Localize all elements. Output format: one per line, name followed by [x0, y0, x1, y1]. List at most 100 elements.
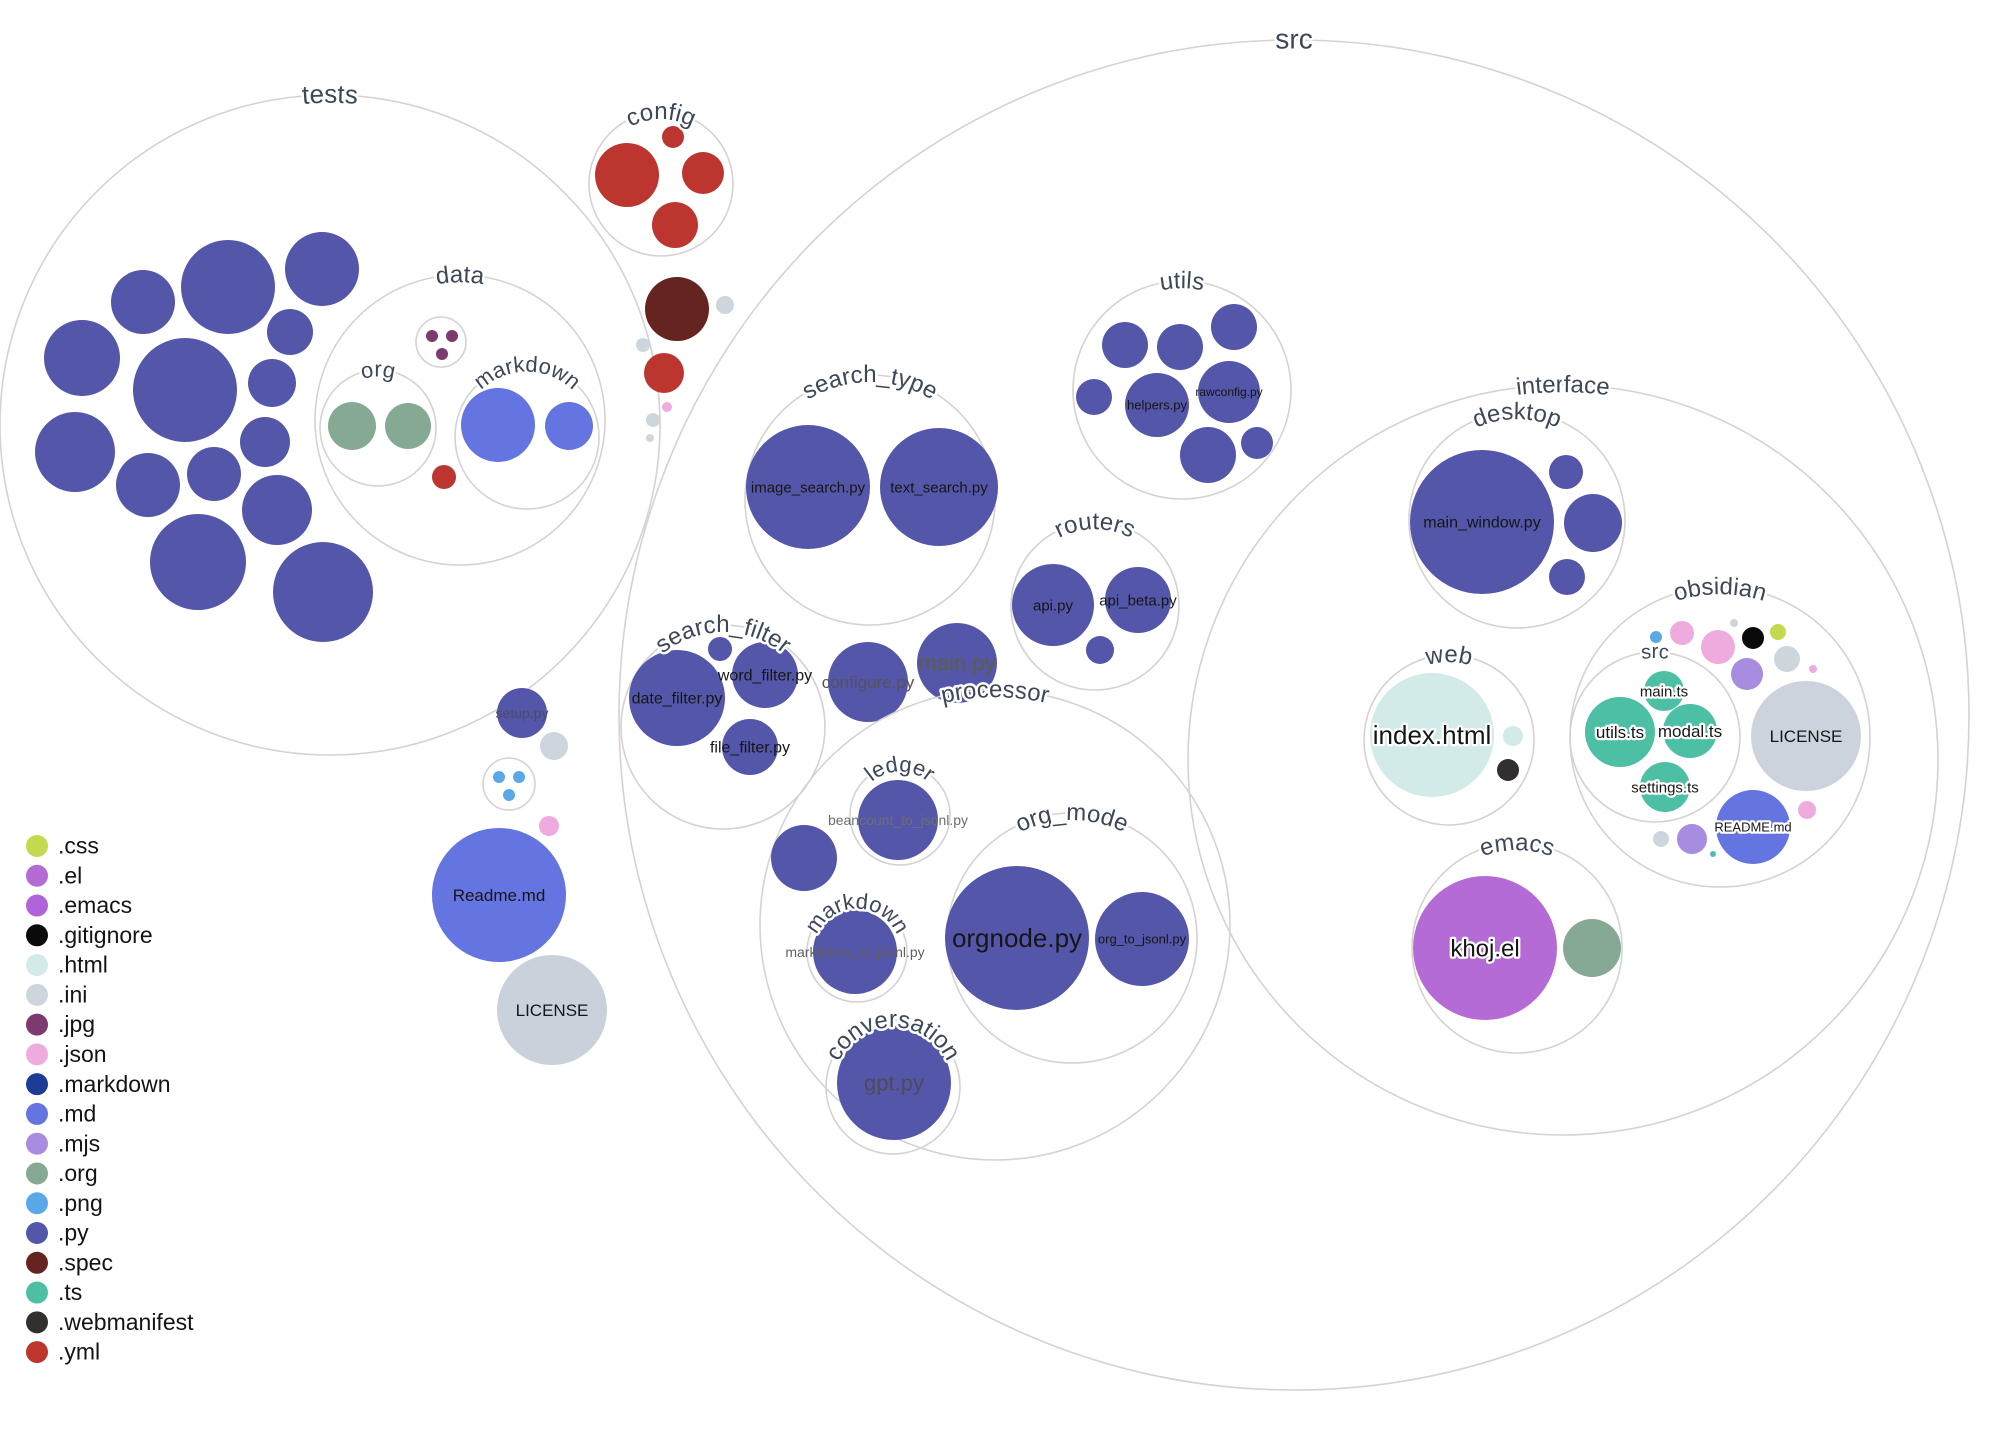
- file-json-file: [1670, 621, 1694, 645]
- file-utils.ts: utils.ts: [1585, 697, 1655, 767]
- file-yml-file: [595, 143, 659, 207]
- file-README.md: README.md: [1712, 790, 1794, 864]
- file-circle-py-file: [35, 412, 115, 492]
- file-circle-word_filter.py: [732, 642, 798, 708]
- file-label-word_filter.py: word_filter.py: [717, 668, 812, 685]
- file-ini-file: [1653, 831, 1669, 847]
- legend-dot-gitignore: [26, 924, 48, 947]
- file-py-file: [248, 359, 296, 407]
- file-webmanifest-file: [1497, 759, 1519, 781]
- folder-org: org: [319, 354, 437, 487]
- folder-search_filter: date_filter.py word_filter.py file_filter.…: [620, 609, 826, 830]
- folder-routers: api.py api_beta.py routers: [1010, 506, 1180, 691]
- folder-png-folder: [482, 757, 536, 811]
- folder-src: main.ts utils.ts modal.ts settings.ts src: [1569, 638, 1741, 823]
- legend-dot-spec: [26, 1251, 48, 1274]
- file-circle-gitignore-file: [1742, 627, 1764, 649]
- file-py-file: [1241, 427, 1273, 459]
- file-json-file: [662, 402, 672, 412]
- file-circle-orgnode.py: [945, 866, 1089, 1010]
- file-ini-file: [540, 732, 568, 760]
- file-main.py: main.py: [917, 623, 997, 703]
- file-mjs-file: [1677, 824, 1707, 854]
- file-circle-json-file: [1670, 621, 1694, 645]
- legend-dot-emacs: [26, 894, 48, 917]
- extension-legend: .css .el .emacs .gitignore .html .ini .jpg .jso…: [26, 833, 194, 1365]
- file-jpg-file: [426, 330, 438, 342]
- file-spec-file: [645, 277, 709, 341]
- file-ini-file: [636, 338, 650, 352]
- legend-label-py: .py: [58, 1220, 89, 1246]
- legend-item-gitignore: .gitignore: [26, 922, 153, 948]
- folder-circle-emacs: [1411, 842, 1623, 1054]
- legend-dot-css: [26, 835, 48, 857]
- legend-dot-jpg: [26, 1013, 48, 1036]
- folder-circle-desktop: [1408, 411, 1626, 629]
- file-circle-ini-file: [716, 296, 734, 314]
- folder-circle-data: [314, 274, 606, 566]
- file-label-image_search.py: image_search.py: [751, 479, 866, 496]
- file-circle-py-file: [1211, 304, 1257, 350]
- folder-circle-jpg-folder: [415, 316, 467, 368]
- file-circle-org-file: [328, 402, 376, 450]
- file-setup.py: setup.py: [496, 688, 548, 738]
- legend-label-el: .el: [58, 862, 82, 888]
- file-yml-file: [652, 202, 698, 248]
- legend-item-ts: .ts: [26, 1279, 82, 1305]
- legend-dot-markdown: [26, 1073, 48, 1096]
- legend-dot-org: [26, 1162, 48, 1185]
- folder-label-data: data: [434, 261, 486, 290]
- file-py-file: [273, 542, 373, 642]
- folder-label-web: web: [1423, 641, 1475, 671]
- file-circle-py-file: [1549, 559, 1585, 595]
- folder-label-search_type: search_type: [798, 361, 943, 405]
- file-json-file: [539, 816, 559, 836]
- folder-circle-tests: [0, 94, 661, 756]
- legend-item-mjs: .mjs: [26, 1130, 100, 1156]
- folder-label-emacs: emacs: [1476, 829, 1557, 862]
- file-index.html: index.html: [1370, 673, 1494, 797]
- legend-item-json: .json: [26, 1041, 107, 1067]
- file-org-file: [328, 402, 376, 450]
- file-label-date_filter.py: date_filter.py: [632, 691, 723, 708]
- file-circle-yml-file: [595, 143, 659, 207]
- legend-item-ini: .ini: [26, 981, 87, 1007]
- legend-label-mjs: .mjs: [58, 1130, 100, 1156]
- file-html-file: [1503, 726, 1523, 746]
- legend-label-ts: .ts: [58, 1279, 82, 1305]
- folder-circle-web: [1363, 654, 1535, 826]
- file-circle-ini-file: [636, 338, 650, 352]
- file-circle-py-file: [708, 637, 732, 661]
- file-label-Readme.md: Readme.md: [453, 886, 546, 905]
- file-circle-ini-file: [1730, 619, 1738, 627]
- file-circle-mjs-file: [1731, 658, 1763, 690]
- legend-item-html: .html: [26, 952, 108, 978]
- legend-item-css: .css: [26, 833, 99, 859]
- folder-label-org: org: [358, 357, 397, 384]
- file-circle-beancount_to_jsonl.py: [858, 780, 938, 860]
- file-label-index.html: index.html: [1373, 720, 1492, 750]
- file-circle-png-file: [513, 771, 525, 783]
- file-circle-py-file: [1180, 427, 1236, 483]
- file-circle-md-file: [545, 402, 593, 450]
- file-circle-api_beta.py: [1105, 567, 1171, 633]
- file-main_window.py: main_window.py: [1410, 450, 1554, 594]
- file-image_search.py: image_search.py: [746, 425, 870, 549]
- legend-item-markdown: .markdown: [26, 1071, 170, 1097]
- file-ini-file: [1774, 646, 1800, 672]
- file-orgnode.py: orgnode.py: [945, 866, 1089, 1010]
- legend-dot-json: [26, 1043, 48, 1066]
- folder-circle-search_filter: [620, 624, 826, 830]
- file-circle-main.ts: [1644, 671, 1684, 711]
- file-py-file: [44, 320, 120, 396]
- folder-circle-conversation: [825, 1019, 961, 1155]
- file-label-text_search.py: text_search.py: [890, 479, 988, 496]
- file-label-file_filter.py: file_filter.py: [710, 740, 790, 757]
- file-yml-file: [662, 126, 684, 148]
- file-label-api.py: api.py: [1033, 597, 1074, 614]
- file-circle-api.py: [1012, 564, 1094, 646]
- file-circle-py-file: [187, 447, 241, 501]
- legend-dot-py: [26, 1222, 48, 1245]
- legend-item-yml: .yml: [26, 1339, 100, 1365]
- file-circle-py-file: [1076, 379, 1112, 415]
